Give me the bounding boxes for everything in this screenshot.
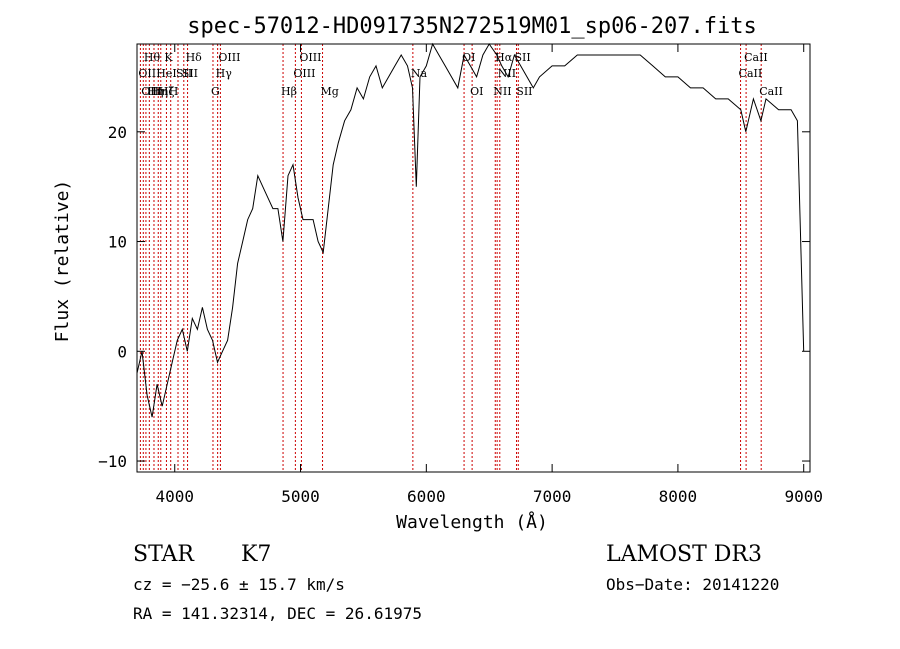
obs-date-text: Obs−Date: 20141220 [606,575,779,594]
line-marker-label-18: Mg [321,85,339,98]
line-marker-label-1: OII [141,85,159,98]
x-tick-label-5: 9000 [784,487,823,506]
spectral-line-markers [139,44,762,472]
line-marker-label-2: Hθ [144,51,161,64]
spectral-line-labels: OIIOIIHθHηHηHeIHζKHSIISIIHδGHγOIIIHβOIII… [138,51,782,98]
y-tick-label-2: 10 [108,233,127,252]
line-marker-label-15: Hβ [281,85,297,98]
line-marker-label-24: NII [498,67,516,80]
line-marker-label-9: SII [176,67,192,80]
radec-text: RA = 141.32314, DEC = 26.61975 [133,604,422,623]
redshift-text: cz = −25.6 ± 15.7 km/s [133,575,345,594]
line-marker-label-5: HeI [156,67,176,80]
x-tick-label-0: 4000 [155,487,194,506]
line-marker-label-4: Hη [152,85,168,98]
line-marker-label-7: K [164,51,173,64]
x-tick-label-2: 6000 [407,487,446,506]
y-axis-ticks: −10 0 10 20 [98,123,810,471]
survey-label: LAMOST DR3 [606,542,762,567]
line-marker-label-21: OI [470,85,483,98]
subclass-label: K7 [241,542,271,567]
x-tick-label-4: 8000 [659,487,698,506]
line-marker-label-28: CaII [744,51,768,64]
line-marker-label-29: CaII [759,85,783,98]
line-marker-label-8: H [169,85,179,98]
line-marker-label-12: G [211,85,220,98]
line-marker-label-10: SII [182,67,198,80]
line-marker-label-25: SII [515,51,531,64]
x-tick-label-3: 7000 [533,487,572,506]
x-tick-label-1: 5000 [281,487,320,506]
line-marker-label-6: Hζ [159,85,175,98]
x-axis-ticks: 4000 5000 6000 7000 8000 9000 [155,44,823,506]
line-marker-label-27: CaII [739,67,763,80]
y-tick-label-0: −10 [98,452,127,471]
line-marker-label-3: Hη [147,85,163,98]
spectrum-line [136,42,805,418]
line-marker-label-22: NII [493,85,511,98]
plot-frame [136,43,811,473]
x-axis-label: Wavelength (Å) [396,511,548,533]
line-marker-label-16: OIII [293,67,315,80]
line-marker-label-11: Hδ [186,51,203,64]
line-marker-label-17: OIII [299,51,321,64]
line-marker-label-0: OII [138,67,156,80]
y-tick-label-3: 20 [108,123,127,142]
line-marker-label-14: OIII [218,51,240,64]
chart-title: spec-57012-HD091735N272519M01_sp06-207.f… [187,14,757,39]
line-marker-label-26: SII [516,85,532,98]
y-axis-label: Flux (relative) [52,180,73,343]
y-tick-label-1: 0 [117,342,127,361]
line-marker-label-20: OI [462,51,475,64]
line-marker-label-13: Hγ [216,67,233,80]
class-label: STAR [133,542,195,567]
